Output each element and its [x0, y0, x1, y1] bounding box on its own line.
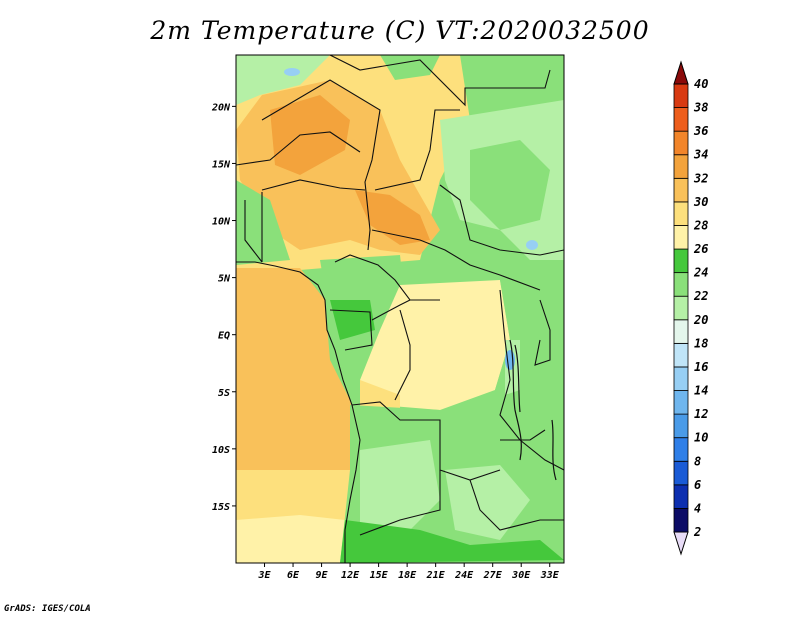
lon-tick-label: 24E [454, 570, 474, 581]
colorbar-label: 14 [694, 384, 708, 398]
map-frame [235, 54, 565, 564]
colorbar-segment [673, 390, 689, 415]
colorbar-label: 34 [693, 148, 708, 162]
colorbar-label: 6 [694, 478, 701, 492]
software-credit: GrADS: IGES/COLA [4, 604, 91, 614]
colorbar-label: 36 [693, 124, 708, 138]
colorbar-over-arrow [673, 60, 689, 85]
colorbar-segment [673, 319, 689, 344]
colorbar-segment [673, 342, 689, 368]
colorbar-segment [673, 201, 689, 226]
lon-tick-label: 9E [316, 570, 329, 581]
lon-tick-label: 12E [341, 570, 360, 581]
lat-tick-label: 5S [218, 388, 230, 399]
country-borders [236, 55, 564, 563]
colorbar-segment [673, 225, 689, 250]
lon-tick-label: 6E [287, 570, 300, 581]
colorbar-label: 12 [694, 407, 708, 421]
colorbar-label: 38 [693, 101, 708, 115]
colorbar-segment [673, 413, 689, 439]
colorbar-segment [673, 484, 689, 509]
colorbar-label: 16 [694, 360, 708, 374]
colorbar-label: 30 [693, 195, 708, 209]
colorbar-segment [673, 83, 689, 108]
lat-tick-label: 10S [212, 445, 230, 456]
colorbar-segment [673, 295, 689, 321]
colorbar-label: 24 [693, 266, 708, 280]
lat-tick-label: 5N [218, 274, 231, 285]
colorbar-label: 2 [693, 525, 701, 539]
colorbar-under-arrow [673, 531, 689, 556]
colorbar-label: 32 [693, 171, 708, 185]
colorbar-segment [673, 107, 689, 132]
colorbar-label: 18 [694, 336, 708, 350]
lat-tick-label: 15N [212, 159, 231, 170]
colorbar-label: 10 [694, 431, 708, 445]
colorbar-label: 26 [693, 242, 708, 256]
lat-tick-label: 20N [211, 102, 231, 113]
colorbar-label: 28 [693, 218, 708, 232]
lon-tick-label: 27E [483, 570, 503, 581]
colorbar-segment [673, 130, 689, 156]
lon-tick-label: 15E [370, 570, 389, 581]
colorbar-label: 20 [693, 313, 708, 327]
latitude-axis: 20N 15N 10N 5N EQ 5S 10S 15S [211, 102, 236, 513]
lat-tick-label: EQ [218, 331, 230, 342]
lon-tick-label: 18E [398, 570, 417, 581]
colorbar-segment [673, 366, 689, 391]
lon-tick-label: 33E [540, 570, 560, 581]
lon-tick-label: 3E [257, 570, 271, 581]
lon-tick-label: 30E [511, 570, 531, 581]
colorbar-segment [673, 460, 689, 486]
lakes-outline [509, 339, 557, 481]
colorbar-label: 40 [694, 77, 708, 91]
colorbar-segment [673, 272, 689, 297]
plot-title: 2m Temperature (C) VT:2020032500 [150, 16, 650, 45]
colorbar-segment [673, 437, 689, 462]
lon-tick-label: 21E [426, 570, 446, 581]
temperature-field [236, 55, 564, 563]
colorbar-label: 8 [694, 454, 701, 468]
colorbar-segment [673, 177, 689, 203]
colorbar-segment [673, 248, 689, 274]
colorbar-segment [673, 154, 689, 179]
longitude-axis: 3E 6E 9E 12E 15E 18E 21E 24E 27E 30E 33E [257, 563, 560, 581]
colorbar-label: 4 [694, 501, 701, 515]
lat-tick-label: 10N [212, 217, 231, 228]
colorbar-label: 22 [693, 289, 708, 303]
colorbar-segment [673, 508, 689, 533]
lat-tick-label: 15S [212, 502, 230, 513]
